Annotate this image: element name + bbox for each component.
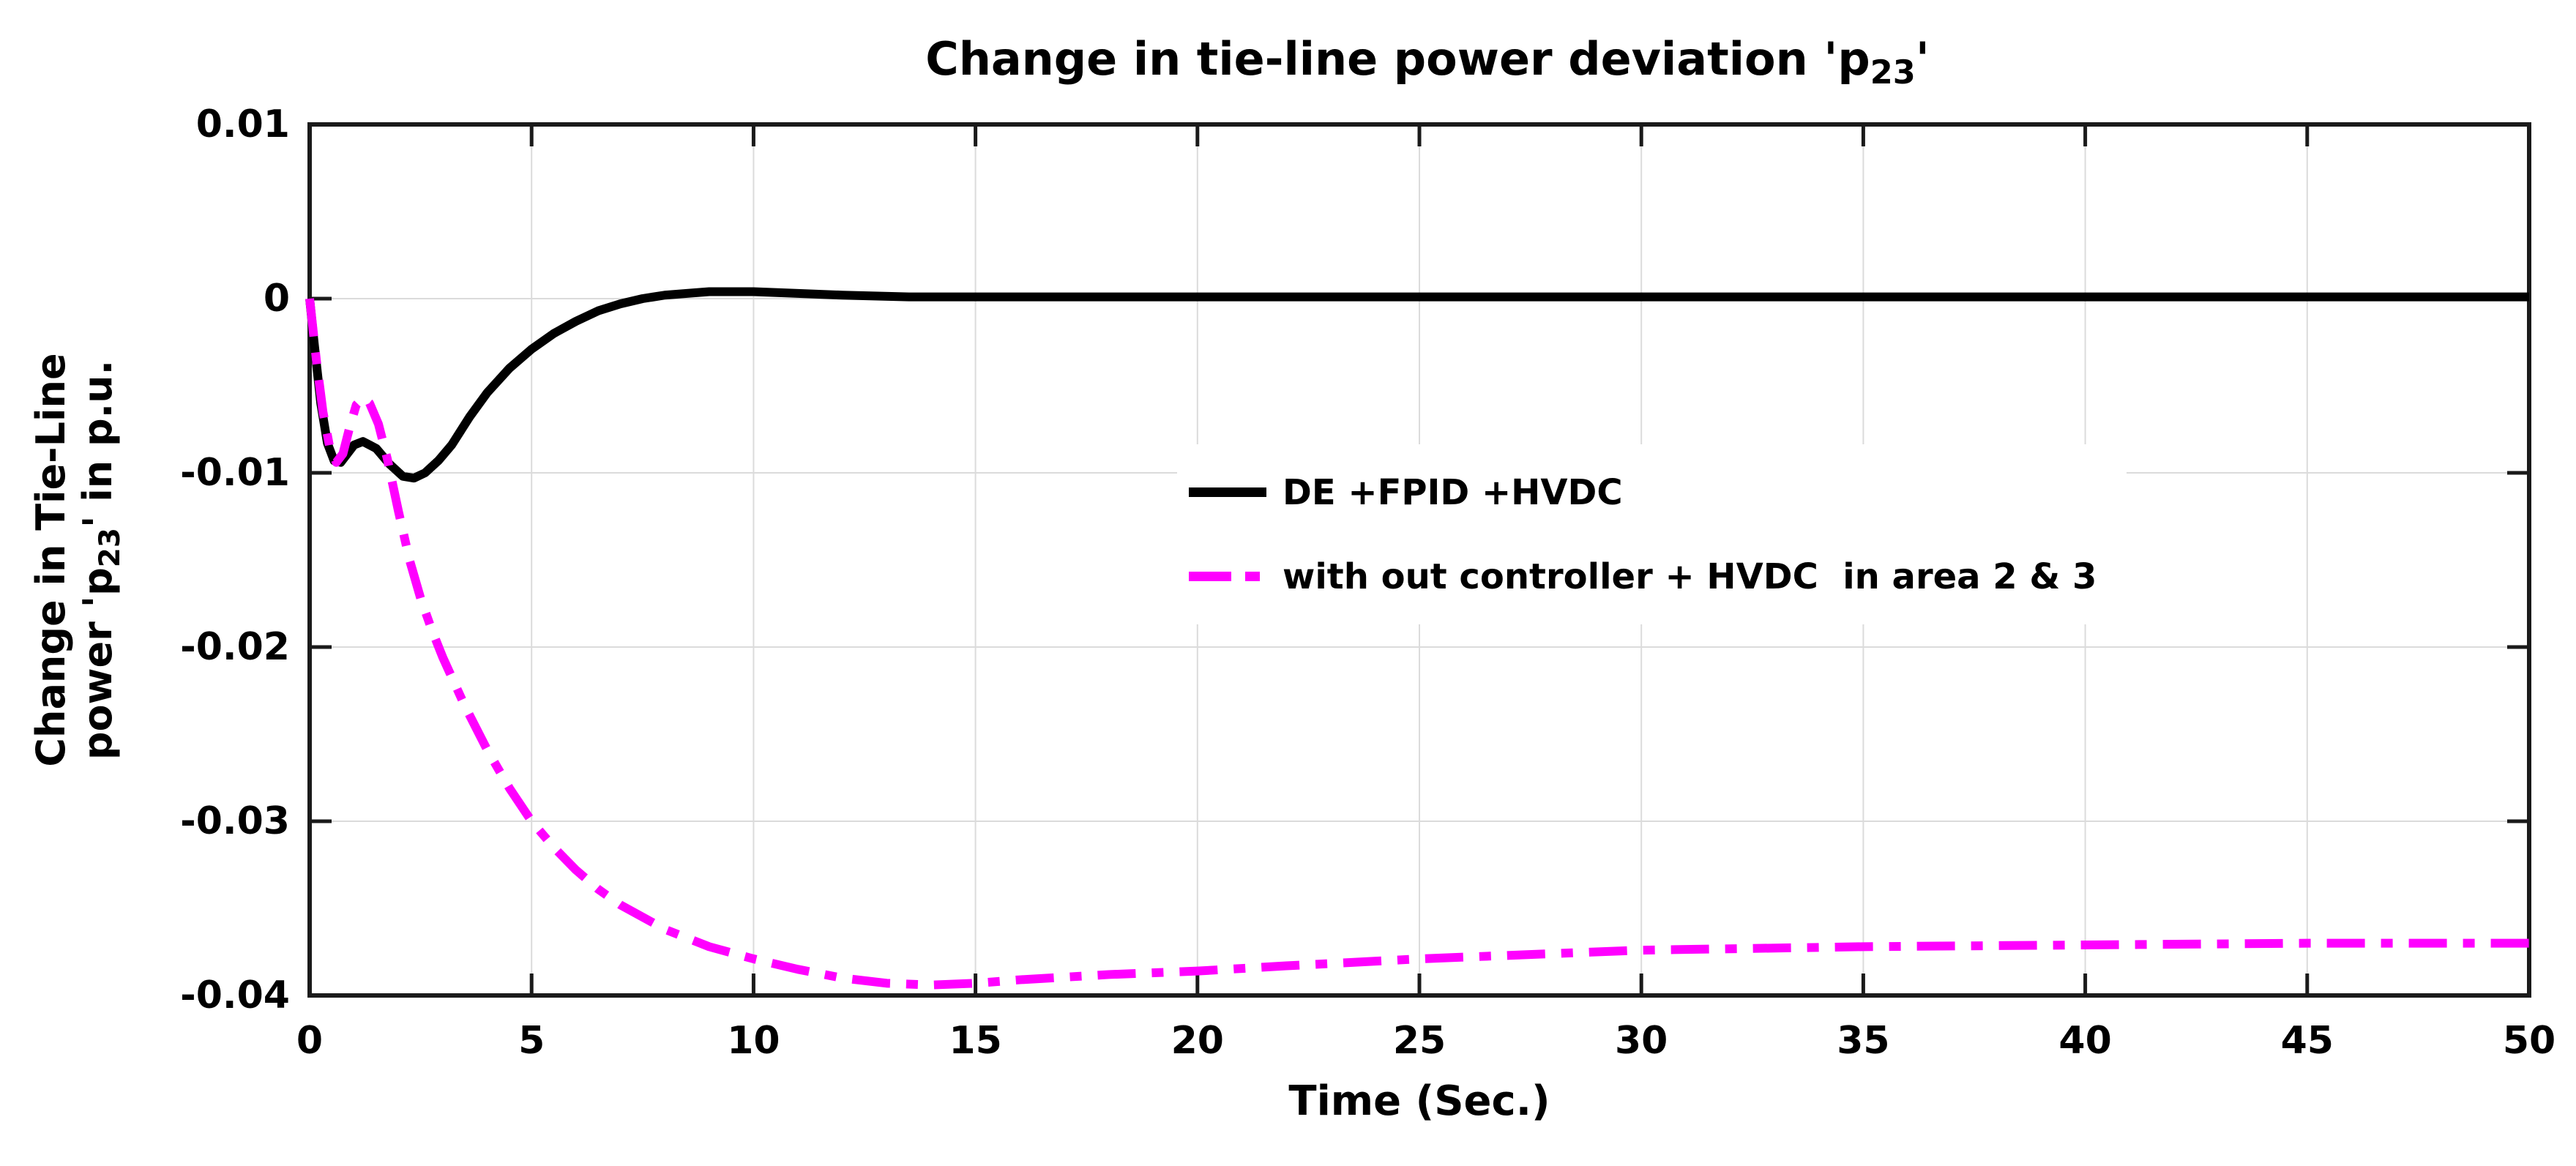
legend-swatch-black-solid-line xyxy=(1189,487,1266,497)
x-tick-label: 30 xyxy=(1615,1019,1668,1063)
x-tick-label: 0 xyxy=(296,1019,324,1063)
legend-label: DE +FPID +HVDC xyxy=(1283,471,1623,513)
y-tick-label: -0.02 xyxy=(180,625,290,669)
x-tick-label: 45 xyxy=(2280,1019,2334,1063)
y-tick-label: 0.01 xyxy=(195,102,290,146)
series-line-1 xyxy=(305,287,2529,483)
legend-item-de-fpid-hvdc: DE +FPID +HVDC xyxy=(1177,467,2127,518)
x-tick-label: 25 xyxy=(1392,1019,1446,1063)
y-tick-label: 0 xyxy=(263,277,290,321)
y-axis-label-line1: Change in Tie-Line xyxy=(28,353,74,767)
legend: DE +FPID +HVDC with out controller + HVD… xyxy=(1177,444,2127,624)
series-line-2 xyxy=(305,298,2529,990)
legend-label: with out controller + HVDC in area 2 & 3 xyxy=(1283,556,2097,597)
y-axis-label-subscript: 23 xyxy=(93,528,127,568)
y-tick-label: -0.01 xyxy=(180,451,290,495)
chart-title-text: Change in tie-line power deviation 'p xyxy=(925,32,1870,86)
x-tick-label: 15 xyxy=(949,1019,1002,1063)
x-tick-label: 10 xyxy=(727,1019,780,1063)
y-axis-label-line2: power 'p23' in p.u. xyxy=(75,359,127,760)
x-tick-label: 20 xyxy=(1171,1019,1224,1063)
chart-title: Change in tie-line power deviation 'p23' xyxy=(925,32,1930,91)
x-axis-label: Time (Sec.) xyxy=(1288,1077,1550,1125)
legend-swatch-magenta-dashdot-line xyxy=(1189,572,1266,581)
y-axis-label: Change in Tie-Line power 'p23' in p.u. xyxy=(28,353,127,767)
x-tick-label: 35 xyxy=(1837,1019,1890,1063)
chart-title-suffix: ' xyxy=(1915,32,1930,86)
y-tick-label: -0.03 xyxy=(180,799,290,843)
x-tick-label: 50 xyxy=(2502,1019,2556,1063)
legend-item-without-controller: with out controller + HVDC in area 2 & 3 xyxy=(1177,551,2127,602)
chart-title-subscript: 23 xyxy=(1870,53,1916,92)
y-tick-label: -0.04 xyxy=(180,973,290,1017)
x-tick-label: 40 xyxy=(2058,1019,2112,1063)
x-tick-label: 5 xyxy=(518,1019,545,1063)
